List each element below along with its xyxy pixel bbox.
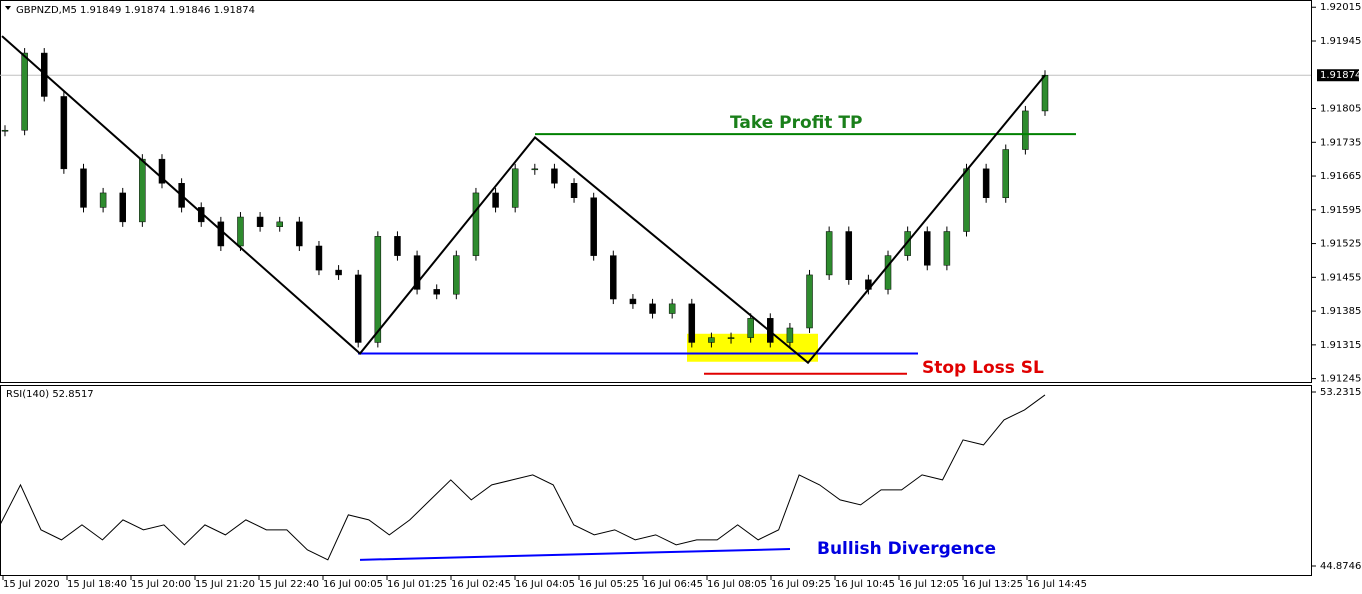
divergence-line bbox=[359, 548, 791, 561]
rsi-tick-label: 44.8746 bbox=[1320, 561, 1361, 572]
candle bbox=[453, 255, 460, 295]
rsi-line bbox=[0, 394, 1046, 561]
candle bbox=[296, 221, 303, 247]
candle bbox=[943, 231, 951, 266]
candle bbox=[217, 221, 225, 247]
time-label: 16 Jul 01:25 bbox=[387, 579, 447, 590]
candle bbox=[492, 192, 499, 208]
candle bbox=[629, 298, 637, 305]
price-tick-label: 1.91805 bbox=[1320, 104, 1361, 115]
time-label: 16 Jul 02:45 bbox=[451, 579, 511, 590]
candle bbox=[1041, 74, 1049, 112]
price-tick-label: 1.91525 bbox=[1320, 239, 1361, 250]
candle bbox=[551, 168, 558, 184]
candle bbox=[590, 197, 597, 256]
candle bbox=[237, 216, 244, 247]
candle bbox=[354, 274, 362, 343]
time-label: 16 Jul 08:05 bbox=[707, 579, 767, 590]
rsi-header: RSI(140) 52.8517 bbox=[6, 389, 94, 400]
candle bbox=[256, 216, 264, 227]
candle bbox=[511, 168, 519, 208]
candle bbox=[394, 236, 401, 256]
zigzag bbox=[1, 35, 1046, 365]
candle bbox=[1022, 110, 1029, 150]
candle bbox=[884, 255, 892, 290]
candle bbox=[413, 255, 421, 290]
candle bbox=[139, 158, 146, 223]
time-label: 16 Jul 04:05 bbox=[515, 579, 575, 590]
rsi-pane bbox=[0, 385, 1312, 576]
take-profit-label: Take Profit TP bbox=[730, 113, 862, 133]
candle bbox=[668, 303, 676, 314]
candle bbox=[982, 168, 990, 199]
price-tick-label: 1.91385 bbox=[1320, 306, 1361, 317]
symbol-header: GBPNZD,M5 1.91849 1.91874 1.91846 1.9187… bbox=[16, 5, 255, 16]
candle bbox=[99, 192, 107, 208]
candle bbox=[21, 52, 28, 131]
candle bbox=[1002, 149, 1010, 199]
price-pane bbox=[0, 0, 1312, 383]
candle bbox=[60, 96, 68, 170]
candle bbox=[845, 231, 853, 280]
price-tick-label: 1.92015 bbox=[1320, 2, 1361, 13]
candle bbox=[570, 183, 578, 199]
price-tick-label: 1.91665 bbox=[1320, 171, 1361, 182]
time-label: 16 Jul 05:25 bbox=[579, 579, 639, 590]
time-label: 16 Jul 09:25 bbox=[771, 579, 831, 590]
stop-loss-label: Stop Loss SL bbox=[922, 358, 1044, 378]
candle bbox=[708, 337, 715, 343]
candle bbox=[276, 221, 283, 227]
candle bbox=[433, 289, 440, 295]
candle bbox=[904, 231, 911, 256]
time-label: 15 Jul 20:00 bbox=[131, 579, 191, 590]
candle bbox=[374, 236, 382, 343]
candle bbox=[747, 318, 754, 338]
price-tick-label: 1.91735 bbox=[1320, 137, 1361, 148]
candle bbox=[727, 337, 735, 339]
price-tick-label: 1.91245 bbox=[1320, 374, 1361, 385]
candle bbox=[315, 245, 323, 271]
time-label: 16 Jul 00:05 bbox=[323, 579, 383, 590]
time-label: 16 Jul 14:45 bbox=[1027, 579, 1087, 590]
price-tick-label: 1.91595 bbox=[1320, 205, 1361, 216]
time-label: 15 Jul 18:40 bbox=[67, 579, 127, 590]
time-label: 15 Jul 22:40 bbox=[259, 579, 319, 590]
candle bbox=[786, 327, 794, 343]
current-price-box bbox=[1317, 69, 1359, 82]
candle bbox=[649, 303, 656, 314]
candle bbox=[472, 192, 480, 256]
price-tick-label: 1.91945 bbox=[1320, 36, 1361, 47]
time-label: 15 Jul 2020 bbox=[3, 579, 60, 590]
candle bbox=[806, 274, 813, 329]
candle bbox=[335, 269, 342, 276]
candle bbox=[688, 303, 696, 343]
entry-zone bbox=[687, 333, 818, 362]
time-label: 16 Jul 10:45 bbox=[835, 579, 895, 590]
divergence-label: Bullish Divergence bbox=[817, 539, 996, 559]
menu-arrow[interactable] bbox=[5, 6, 11, 10]
current-price-label: 1.91874 bbox=[1320, 70, 1361, 81]
price-tick-label: 1.91455 bbox=[1320, 272, 1361, 283]
candle bbox=[610, 255, 617, 300]
candle bbox=[119, 192, 126, 223]
candle bbox=[531, 168, 539, 171]
time-label: 16 Jul 06:45 bbox=[643, 579, 703, 590]
candle bbox=[963, 168, 970, 232]
candle bbox=[80, 168, 87, 208]
time-label: 16 Jul 12:05 bbox=[899, 579, 959, 590]
candle bbox=[924, 231, 931, 266]
candle bbox=[158, 158, 166, 184]
price-tick-label: 1.91315 bbox=[1320, 340, 1361, 351]
candle bbox=[825, 231, 833, 276]
rsi-tick-label: 53.2315 bbox=[1320, 387, 1361, 398]
time-label: 16 Jul 13:25 bbox=[963, 579, 1023, 590]
candle bbox=[1, 129, 9, 132]
time-label: 15 Jul 21:20 bbox=[195, 579, 255, 590]
